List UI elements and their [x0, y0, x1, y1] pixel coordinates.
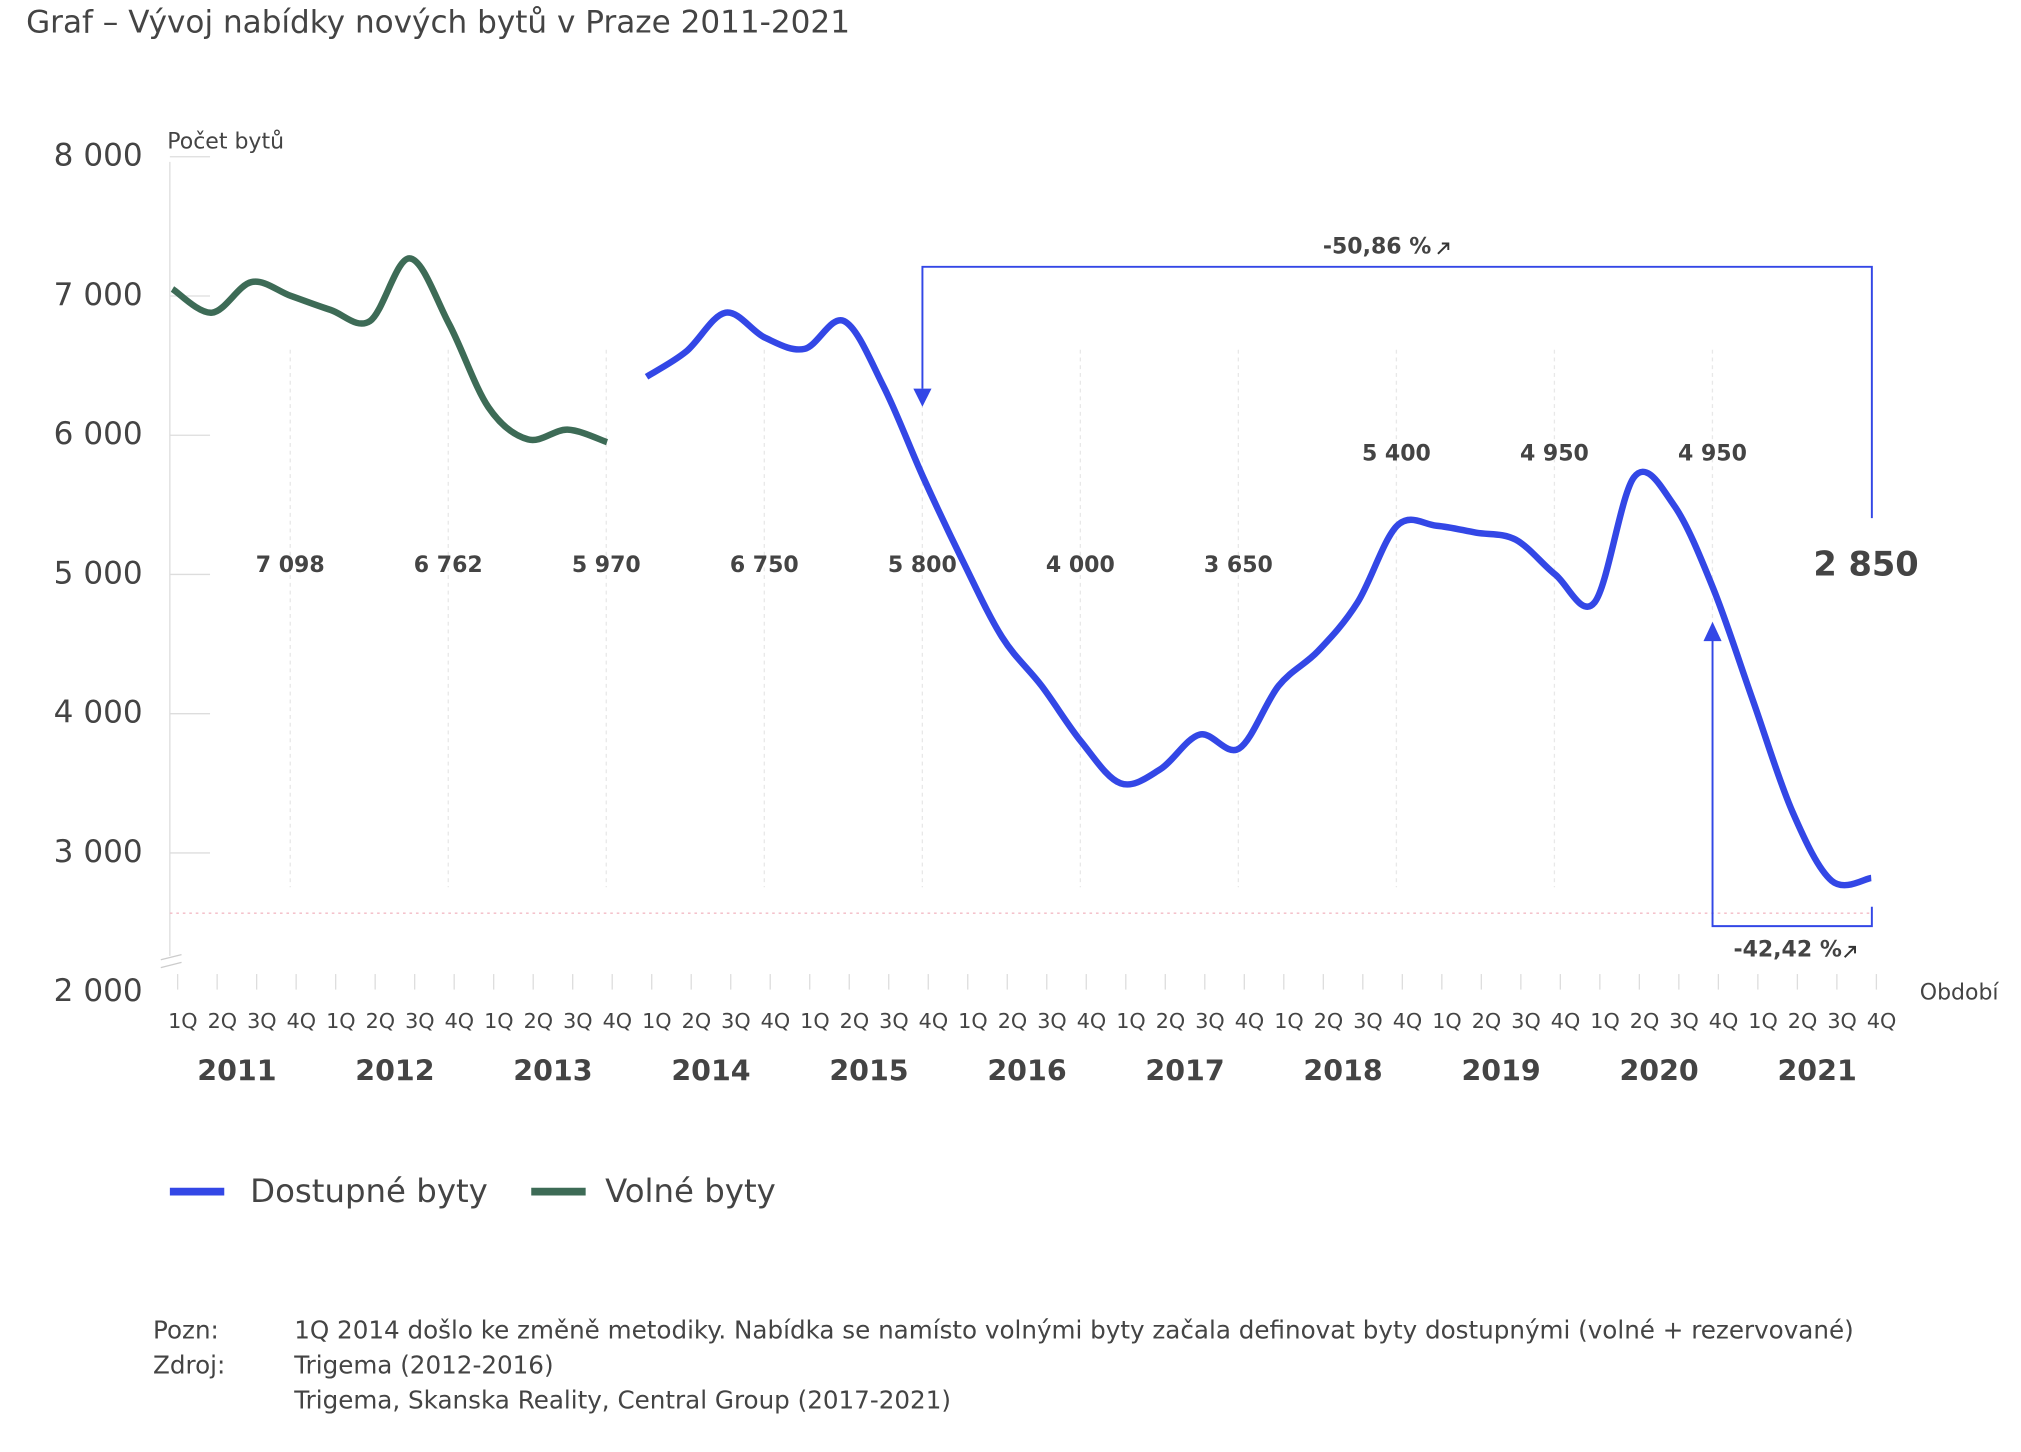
x-tick-label: 3Q — [1827, 1009, 1857, 1033]
year-label: 2015 — [829, 1054, 908, 1087]
x-tick-label: 3Q — [563, 1009, 593, 1033]
x-tick-label: 1Q — [1274, 1009, 1304, 1033]
x-tick-label: 2Q — [1630, 1009, 1660, 1033]
x-tick-label: 3Q — [1353, 1009, 1383, 1033]
x-tick-label: 3Q — [721, 1009, 751, 1033]
x-tick-label: 2Q — [998, 1009, 1028, 1033]
bracket — [1711, 637, 1873, 928]
x-tick-label: 4Q — [287, 1009, 317, 1033]
x-tick-label: 2Q — [1156, 1009, 1186, 1033]
x-tick-label: 2Q — [208, 1009, 237, 1033]
x-tick-label: 1Q — [1748, 1009, 1778, 1033]
axis-break — [160, 953, 182, 969]
x-tick-label: 4Q — [1393, 1009, 1423, 1033]
x-tick-label: 3Q — [247, 1009, 276, 1033]
y-axis-label: Počet bytů — [167, 129, 284, 154]
source-text: Trigema (2012-2016) — [293, 1351, 553, 1380]
x-tick-label: 1Q — [168, 1009, 197, 1033]
year-value-label: 5 400 — [1362, 442, 1431, 467]
y-tick-label: 4 000 — [54, 695, 143, 731]
year-label: 2012 — [355, 1054, 434, 1087]
x-axis-label: Období — [1920, 980, 2000, 1005]
year-value-label: 4 950 — [1520, 442, 1589, 467]
annotation: -42,42 % — [1733, 938, 1841, 963]
year-label: 2014 — [671, 1054, 750, 1087]
year-value-label: 5 970 — [572, 553, 641, 578]
x-tick-label: 2Q — [1314, 1009, 1343, 1033]
year-label: 2021 — [1777, 1054, 1856, 1087]
x-tick-label: 2Q — [682, 1009, 712, 1033]
year-value-label: 7 098 — [256, 553, 325, 578]
x-tick-label: 4Q — [603, 1009, 633, 1033]
y-tick-label: 8 000 — [54, 138, 143, 174]
x-tick-label: 1Q — [800, 1009, 830, 1033]
legend-label: Dostupné byty — [250, 1172, 488, 1210]
source-label: Zdroj: — [153, 1351, 225, 1380]
x-tick-label: 4Q — [1077, 1009, 1107, 1033]
x-tick-label: 4Q — [1867, 1009, 1897, 1033]
year-value-label: 3 650 — [1204, 553, 1273, 578]
x-tick-label: 1Q — [1116, 1009, 1146, 1033]
x-tick-label: 4Q — [1235, 1009, 1265, 1033]
x-tick-label: 2Q — [524, 1009, 554, 1033]
series-line — [644, 309, 1872, 889]
bracket — [921, 265, 1873, 519]
year-label: 2020 — [1619, 1054, 1698, 1087]
x-tick-label: 4Q — [919, 1009, 949, 1033]
arrow-head — [913, 388, 932, 407]
x-tick-label: 3Q — [1511, 1009, 1541, 1033]
y-tick-label: 5 000 — [54, 555, 143, 591]
x-tick-label: 3Q — [1669, 1009, 1699, 1033]
series-line — [170, 255, 609, 446]
x-tick-label: 2Q — [1472, 1009, 1502, 1033]
year-value-label: 4 000 — [1046, 553, 1115, 578]
y-tick-label: 3 000 — [54, 834, 143, 870]
x-tick-label: 2Q — [366, 1009, 396, 1033]
x-tick-label: 3Q — [1037, 1009, 1067, 1033]
x-tick-label: 2Q — [1788, 1009, 1818, 1033]
legend-label: Volné byty — [605, 1172, 776, 1210]
x-tick-label: 4Q — [761, 1009, 791, 1033]
arrow-icon — [1843, 945, 1856, 958]
x-tick-label: 4Q — [1551, 1009, 1581, 1033]
x-tick-label: 1Q — [1590, 1009, 1620, 1033]
year-value-label: 5 800 — [888, 553, 957, 578]
x-tick-label: 1Q — [1432, 1009, 1462, 1033]
year-label: 2016 — [987, 1054, 1066, 1087]
year-value-label: 6 750 — [730, 553, 799, 578]
note-label: Pozn: — [153, 1316, 219, 1345]
x-tick-label: 4Q — [445, 1009, 475, 1033]
year-value-label: 6 762 — [414, 553, 483, 578]
arrow-icon — [1437, 242, 1450, 255]
source-text: Trigema, Skanska Reality, Central Group … — [293, 1385, 951, 1414]
year-label: 2017 — [1145, 1054, 1224, 1087]
x-tick-label: 3Q — [405, 1009, 435, 1033]
annotation: -50,86 % — [1323, 234, 1431, 259]
x-tick-label: 1Q — [484, 1009, 514, 1033]
y-tick-label: 7 000 — [54, 277, 143, 313]
x-tick-label: 4Q — [1709, 1009, 1739, 1033]
y-tick-label: 6 000 — [54, 416, 143, 452]
x-tick-label: 1Q — [958, 1009, 988, 1033]
chart-title: Graf – Vývoj nabídky nových bytů v Praze… — [26, 4, 850, 40]
note-text: 1Q 2014 došlo ke změně metodiky. Nabídka… — [294, 1316, 1853, 1345]
year-label: 2018 — [1303, 1054, 1382, 1087]
x-tick-label: 1Q — [326, 1009, 356, 1033]
x-tick-label: 3Q — [879, 1009, 909, 1033]
year-label: 2011 — [197, 1054, 276, 1087]
x-tick-label: 2Q — [840, 1009, 870, 1033]
year-value-label: 4 950 — [1678, 442, 1747, 467]
x-tick-label: 1Q — [642, 1009, 671, 1033]
arrow-head — [1703, 621, 1722, 642]
y-tick-label: 2 000 — [54, 973, 143, 1009]
year-label: 2019 — [1461, 1054, 1540, 1087]
year-label: 2013 — [513, 1054, 592, 1087]
x-tick-label: 3Q — [1195, 1009, 1225, 1033]
year-value-label: 2 850 — [1813, 545, 1918, 584]
